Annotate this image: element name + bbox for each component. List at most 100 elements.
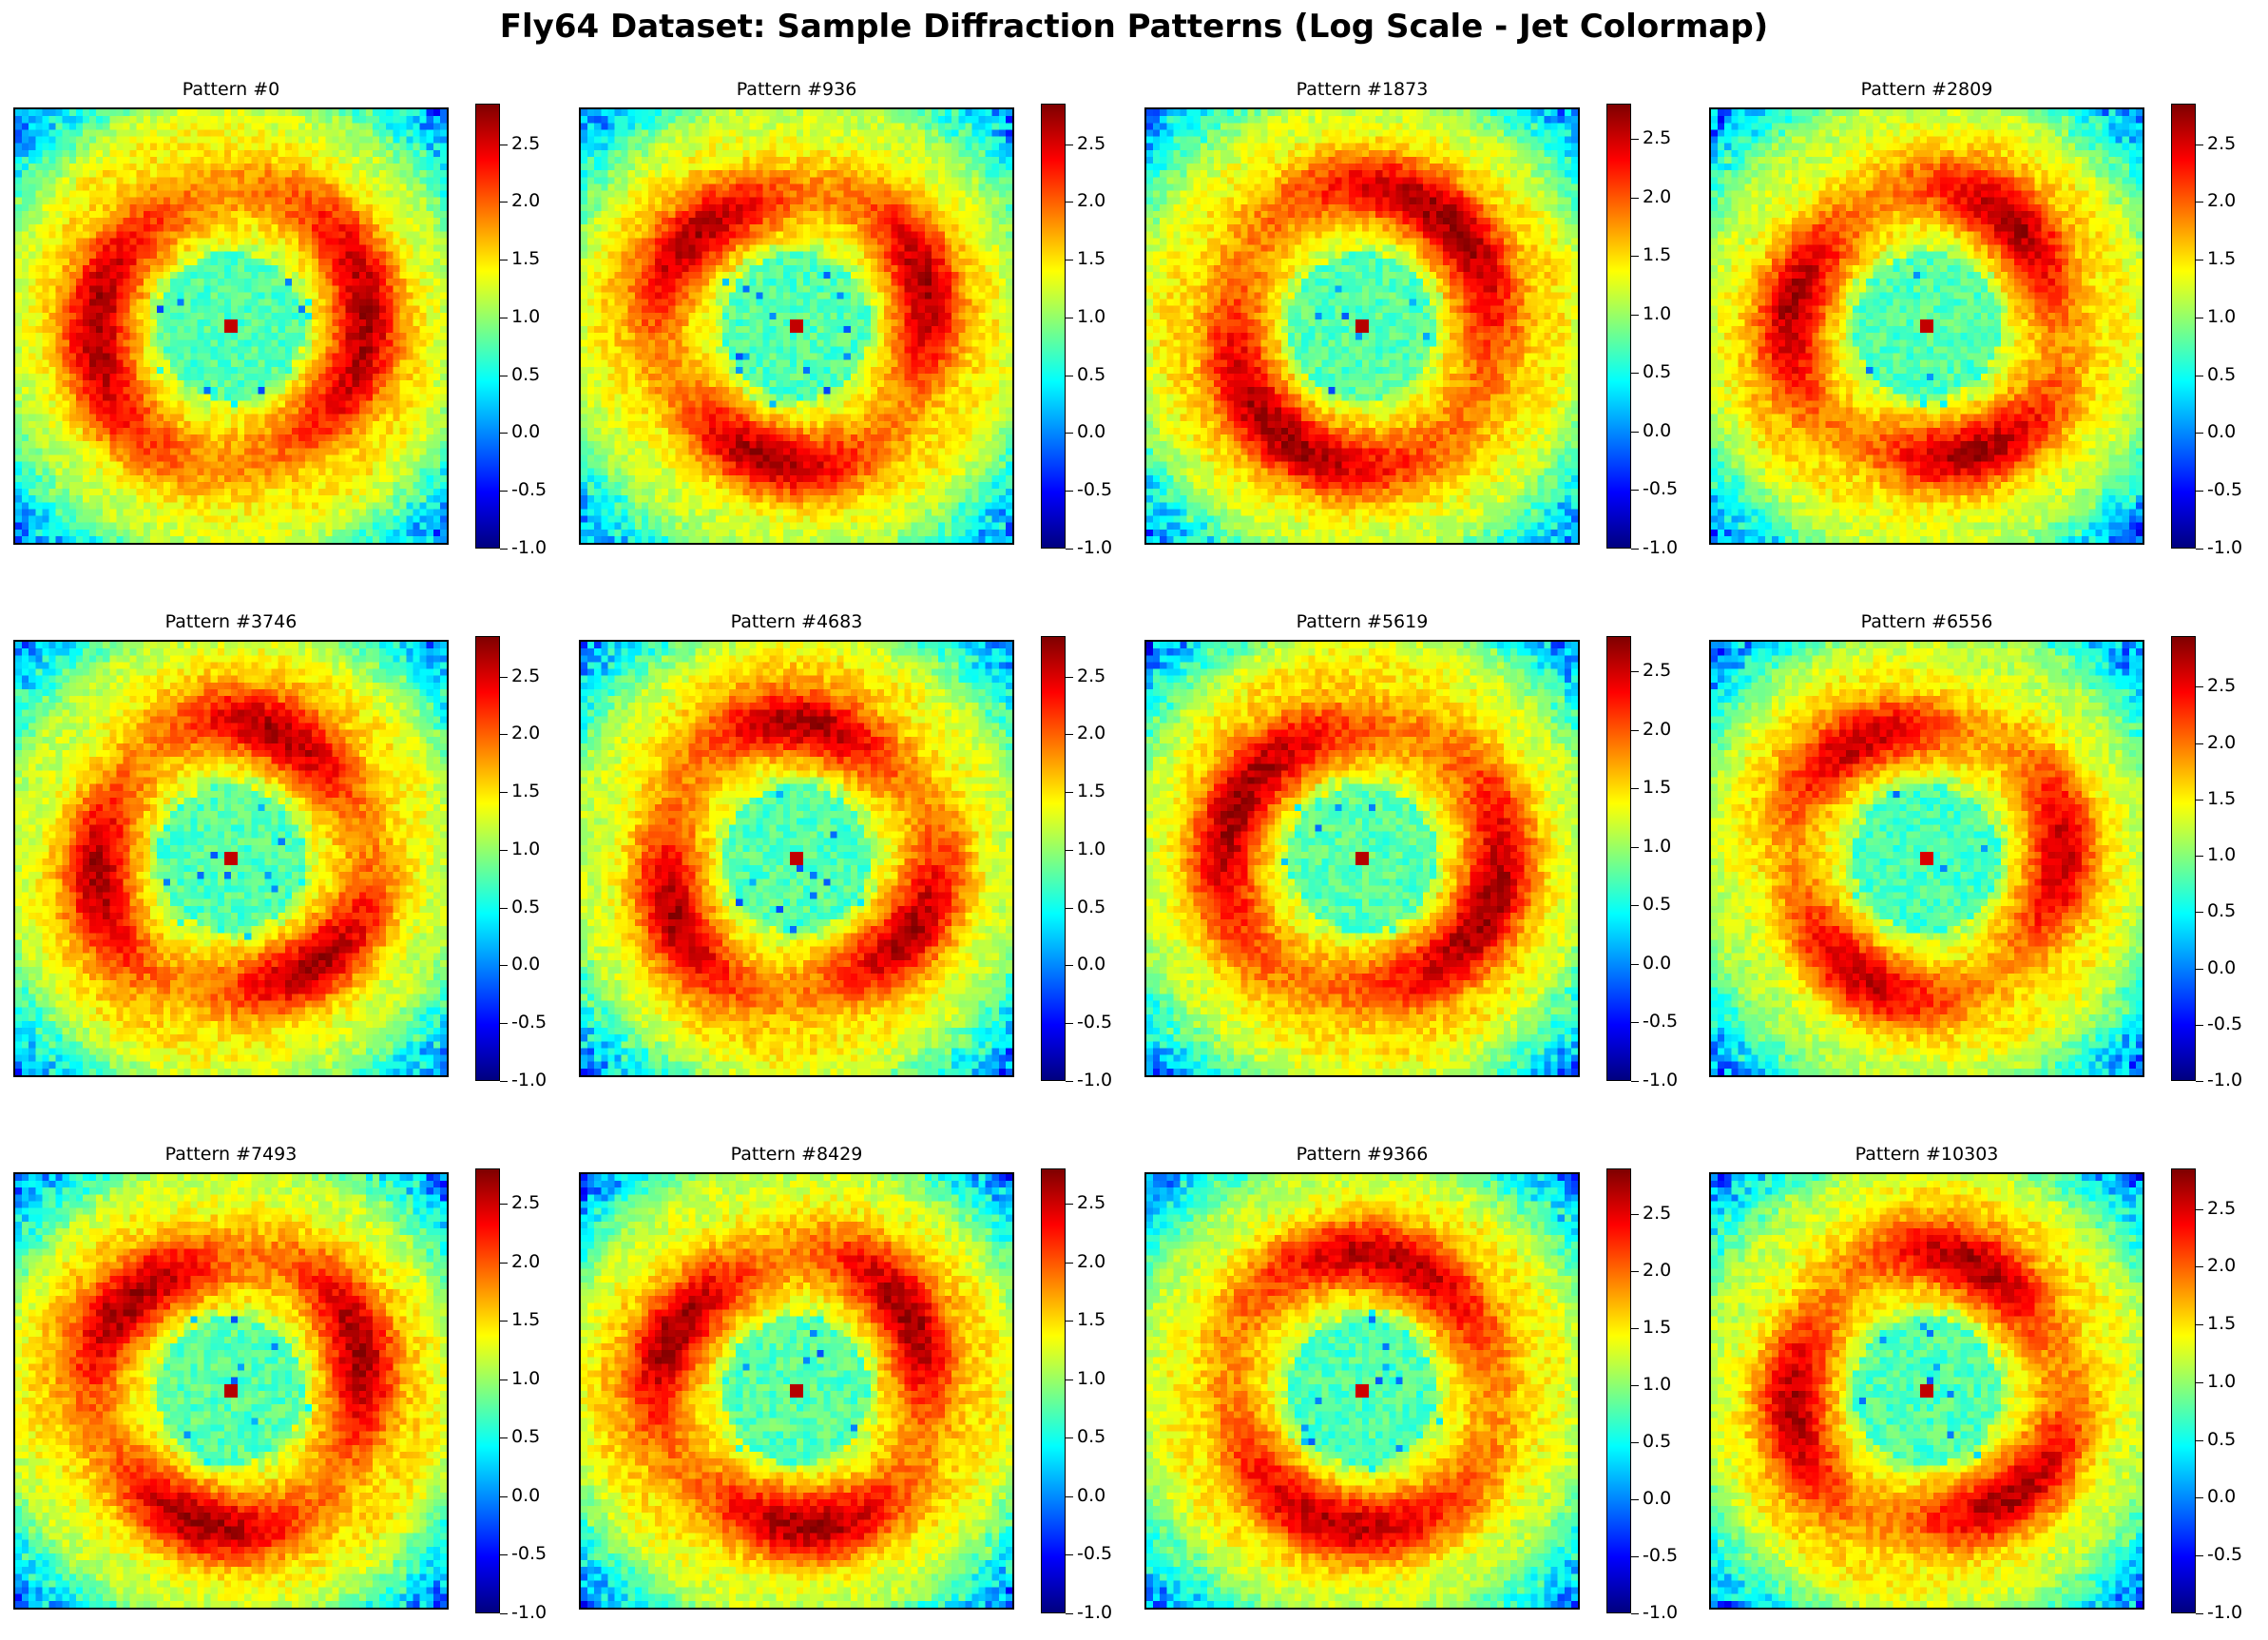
colorbar-tick-label: -0.5	[511, 1012, 548, 1033]
colorbar-tick-label: 2.5	[511, 132, 541, 154]
colorbar-tick	[1631, 431, 1639, 433]
colorbar-tick-label: -0.5	[1643, 1011, 1679, 1032]
colorbar-tick-label: 1.0	[1643, 1374, 1672, 1395]
colorbar-tick-label: 1.5	[2207, 1313, 2237, 1335]
panel-title: Pattern #6556	[1860, 611, 1993, 632]
colorbar-tick	[1631, 846, 1639, 848]
colorbar-tick-label: -1.0	[1077, 537, 1113, 558]
colorbar-tick-label: 1.0	[1077, 838, 1106, 859]
colorbar-tick	[1066, 202, 1073, 203]
colorbar-tick-label: -1.0	[511, 1602, 548, 1623]
colorbar-tick-label: 1.5	[1643, 1317, 1672, 1338]
colorbar-tick	[1066, 1437, 1073, 1439]
colorbar-tick	[500, 676, 508, 678]
colorbar-tick	[2196, 491, 2203, 492]
colorbar-tick	[1631, 1328, 1639, 1329]
colorbar-tick	[500, 549, 508, 550]
colorbar-tick-label: 0.5	[2207, 363, 2237, 385]
colorbar-tick	[1631, 788, 1639, 790]
colorbar-tick-label: 0.0	[511, 954, 541, 975]
panel-title: Pattern #8429	[730, 1144, 863, 1165]
colorbar-tick-label: 2.0	[2207, 1255, 2237, 1277]
colorbar-tick	[1066, 549, 1073, 550]
colorbar-tick-label: 1.0	[1643, 835, 1672, 857]
colorbar-tick-label: 0.0	[1077, 1484, 1106, 1506]
colorbar-tick	[1066, 1554, 1073, 1556]
colorbar	[475, 636, 500, 1081]
colorbar-tick-label: 2.5	[1643, 659, 1672, 681]
colorbar-tick-label: 0.5	[1643, 361, 1672, 383]
colorbar-tick-label: 0.0	[2207, 956, 2237, 978]
colorbar-tick-label: 2.5	[1643, 126, 1672, 148]
colorbar-tick	[500, 1554, 508, 1556]
diffraction-heatmap	[13, 1172, 449, 1610]
panel-title: Pattern #5619	[1296, 611, 1429, 632]
colorbar-tick-label: -1.0	[1643, 1070, 1679, 1090]
colorbar-tick	[1631, 1385, 1639, 1386]
colorbar-tick	[500, 491, 508, 492]
colorbar-tick	[2196, 686, 2203, 688]
diffraction-heatmap	[13, 107, 449, 545]
colorbar-tick	[500, 965, 508, 967]
colorbar-tick-label: -0.5	[2207, 1544, 2243, 1566]
colorbar-tick	[2196, 1081, 2203, 1082]
colorbar-tick-label: 1.5	[2207, 787, 2237, 809]
colorbar-tick	[1066, 1081, 1073, 1082]
colorbar-tick-label: 2.0	[1643, 718, 1672, 740]
colorbar-tick	[1631, 729, 1639, 731]
colorbar-tick-label: -0.5	[1077, 479, 1113, 501]
colorbar-tick-label: 0.0	[1643, 419, 1672, 441]
colorbar-tick	[1631, 1081, 1639, 1082]
colorbar-tick-label: 2.0	[1643, 185, 1672, 207]
colorbar-tick	[500, 1437, 508, 1439]
figure-title: Fly64 Dataset: Sample Diffraction Patter…	[499, 8, 1769, 46]
diffraction-heatmap	[1144, 107, 1580, 545]
diffraction-heatmap	[579, 107, 1014, 545]
colorbar-tick	[1066, 491, 1073, 492]
colorbar-tick	[500, 1495, 508, 1497]
colorbar-tick-label: 2.5	[1643, 1203, 1672, 1224]
colorbar-tick-label: 0.0	[1077, 421, 1106, 443]
colorbar-tick-label: 1.0	[1077, 305, 1106, 327]
colorbar-tick	[1066, 1321, 1073, 1322]
colorbar-tick-label: 0.5	[2207, 1428, 2237, 1450]
colorbar-tick-label: 1.0	[2207, 1370, 2237, 1392]
colorbar	[1041, 1168, 1066, 1613]
colorbar-tick-label: 0.0	[1643, 1488, 1672, 1509]
panel-title: Pattern #3746	[164, 611, 298, 632]
colorbar-tick-label: 2.5	[2207, 675, 2237, 697]
colorbar-tick-label: 0.0	[1077, 954, 1106, 975]
colorbar-tick	[1066, 734, 1073, 736]
colorbar-tick-label: 1.5	[511, 781, 541, 802]
colorbar-tick	[500, 1321, 508, 1322]
panel-title: Pattern #1873	[1296, 79, 1429, 100]
colorbar-tick	[1066, 676, 1073, 678]
colorbar-tick	[1631, 1271, 1639, 1272]
colorbar-tick-label: 2.0	[1077, 190, 1106, 212]
colorbar-tick	[500, 433, 508, 434]
colorbar-tick	[2196, 1208, 2203, 1210]
colorbar-tick	[1631, 549, 1639, 550]
colorbar	[1606, 636, 1631, 1081]
diffraction-heatmap	[1709, 1172, 2144, 1610]
colorbar-tick	[1066, 433, 1073, 434]
colorbar-tick-label: 0.5	[1077, 896, 1106, 917]
colorbar-tick-label: 1.5	[1077, 1309, 1106, 1331]
panel-title: Pattern #936	[736, 79, 857, 100]
colorbar-tick-label: 2.0	[2207, 731, 2237, 753]
colorbar-tick-label: -1.0	[2207, 1070, 2243, 1090]
colorbar-tick-label: -0.5	[511, 479, 548, 501]
colorbar-tick	[500, 792, 508, 794]
colorbar-tick-label: 1.5	[511, 1309, 541, 1331]
colorbar-tick	[500, 1081, 508, 1082]
colorbar-tick	[1631, 197, 1639, 199]
colorbar	[2171, 104, 2196, 549]
colorbar-tick	[1066, 792, 1073, 794]
colorbar-tick-label: -1.0	[1077, 1602, 1113, 1623]
colorbar-tick-label: 2.5	[511, 665, 541, 686]
colorbar-tick	[1631, 963, 1639, 965]
colorbar-tick	[500, 1613, 508, 1614]
colorbar-tick-label: 0.5	[511, 896, 541, 917]
colorbar-tick	[2196, 1266, 2203, 1268]
colorbar-tick-label: 2.5	[511, 1191, 541, 1213]
